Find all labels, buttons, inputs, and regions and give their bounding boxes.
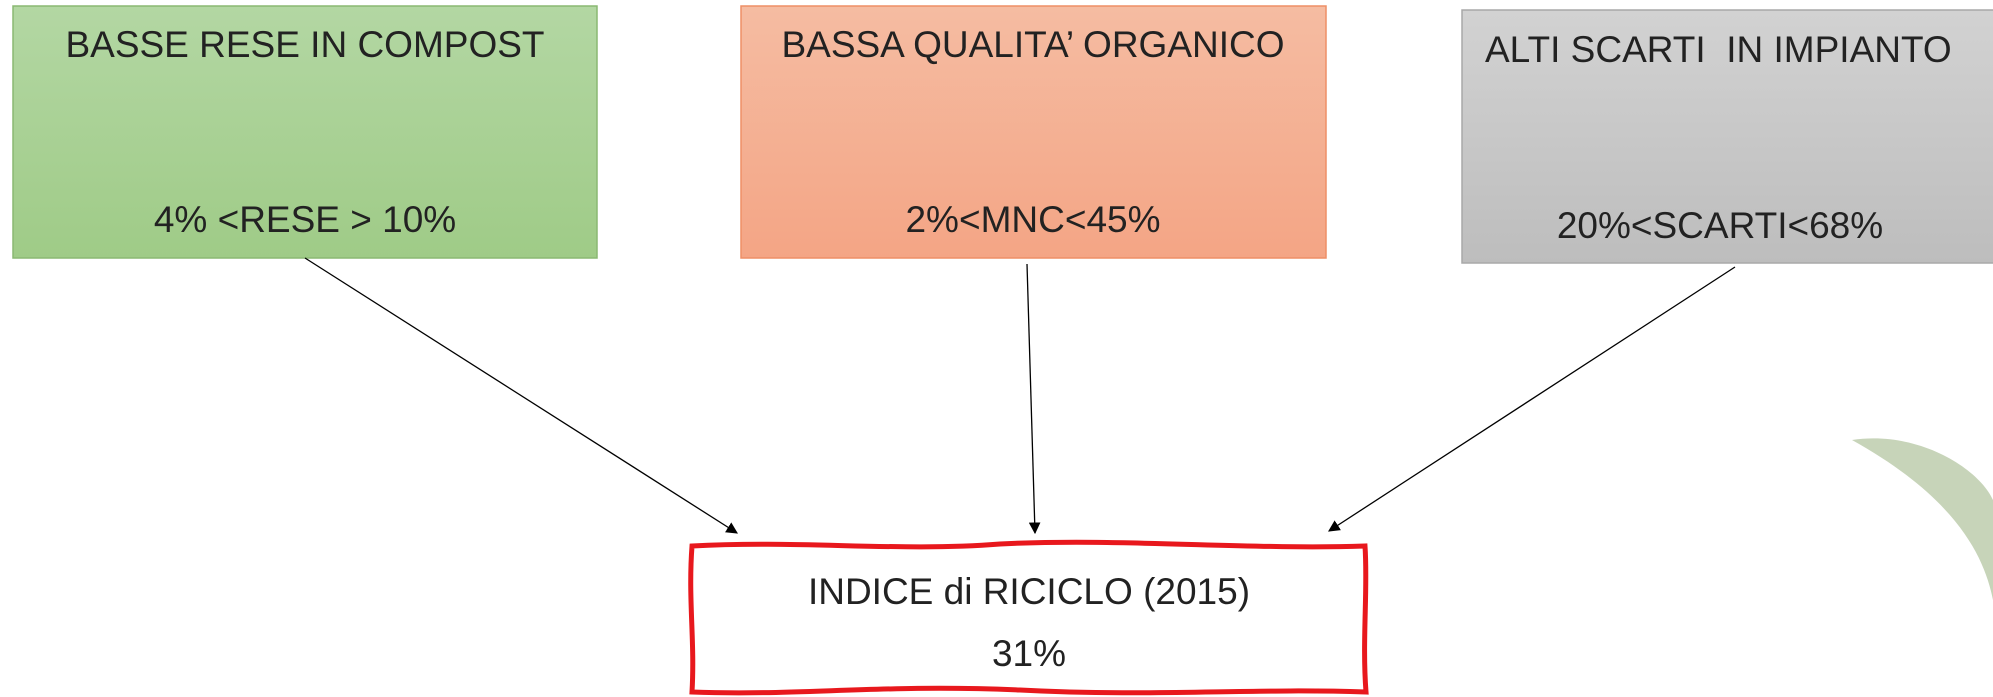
result-value: 31% xyxy=(992,633,1066,674)
box-title: BASSE RESE IN COMPOST xyxy=(65,24,544,65)
box-title: BASSA QUALITA’ ORGANICO xyxy=(781,24,1284,65)
box-value: 2%<MNC<45% xyxy=(905,199,1160,240)
arrow xyxy=(1329,267,1735,531)
result-title: INDICE di RICICLO (2015) xyxy=(808,571,1250,612)
arrow xyxy=(1027,264,1035,533)
leaf-decoration xyxy=(1852,438,1993,600)
box-value: 20%<SCARTI<68% xyxy=(1557,205,1883,246)
box-title: ALTI SCARTI IN IMPIANTO xyxy=(1485,29,1952,70)
arrow xyxy=(305,258,737,533)
box-value: 4% <RESE > 10% xyxy=(154,199,456,240)
diagram: BASSE RESE IN COMPOST 4% <RESE > 10% BAS… xyxy=(0,0,1993,697)
